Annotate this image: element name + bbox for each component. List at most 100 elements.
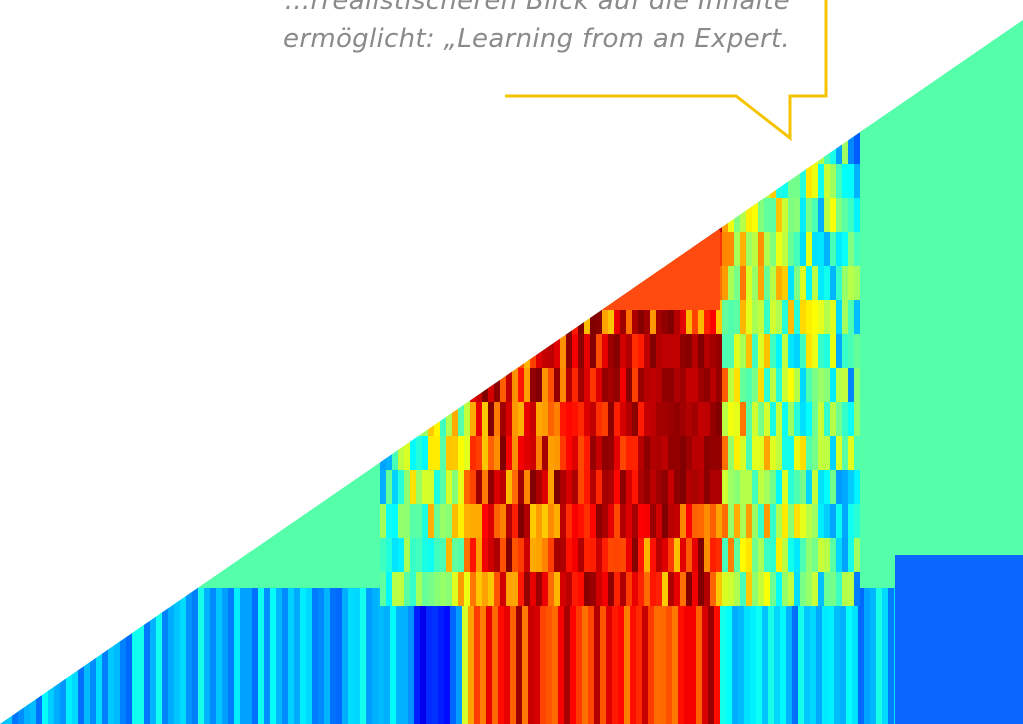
heat-cell	[776, 198, 782, 232]
heat-cell	[602, 470, 608, 504]
heat-cell	[692, 572, 698, 606]
heat-cell	[848, 572, 854, 606]
heat-cell	[560, 334, 566, 368]
heat-cell	[698, 368, 704, 402]
heat-cell	[566, 470, 572, 504]
heat-cell	[708, 588, 714, 724]
heat-cell	[380, 368, 386, 402]
heat-cell	[686, 436, 692, 470]
heat-cell	[482, 368, 488, 402]
heat-cell	[734, 504, 740, 538]
heat-cell	[854, 266, 860, 300]
heat-cell	[386, 470, 392, 504]
heat-cell	[488, 198, 494, 232]
heat-cell	[410, 232, 416, 266]
heat-cell	[404, 164, 410, 198]
heat-cell	[614, 130, 620, 164]
heat-cell	[716, 436, 722, 470]
heat-cell	[614, 572, 620, 606]
heat-cell	[380, 198, 386, 232]
heat-cell	[548, 334, 554, 368]
heat-cell	[734, 538, 740, 572]
heat-cell	[608, 538, 614, 572]
heat-cell	[728, 470, 734, 504]
heat-cell	[788, 470, 794, 504]
heat-cell	[686, 198, 692, 232]
heat-cell	[450, 588, 456, 724]
heat-cell	[770, 198, 776, 232]
heat-cell	[470, 198, 476, 232]
heat-cell	[602, 198, 608, 232]
heat-cell	[548, 504, 554, 538]
heat-cell	[18, 588, 24, 724]
heat-cell	[842, 266, 848, 300]
heat-cell	[824, 198, 830, 232]
heat-cell	[426, 588, 432, 724]
heat-cell	[830, 572, 836, 606]
heat-cell	[782, 198, 788, 232]
heat-cell	[512, 538, 518, 572]
heat-cell	[854, 232, 860, 266]
heat-cell	[458, 334, 464, 368]
heat-cell	[782, 538, 788, 572]
heat-cell	[740, 470, 746, 504]
heat-cell	[560, 198, 566, 232]
heat-cell	[608, 130, 614, 164]
heat-cell	[704, 198, 710, 232]
heat-cell	[818, 572, 824, 606]
heat-cell	[864, 588, 870, 724]
heat-cell	[428, 266, 434, 300]
heat-cell	[566, 300, 572, 334]
heat-cell	[758, 266, 764, 300]
heat-cell	[578, 538, 584, 572]
heat-cell	[662, 368, 668, 402]
heat-cell	[644, 368, 650, 402]
heat-cell	[696, 588, 702, 724]
heat-cell	[422, 300, 428, 334]
heat-cell	[416, 436, 422, 470]
heat-cell	[756, 588, 762, 724]
heat-cell	[644, 470, 650, 504]
heat-cell	[788, 402, 794, 436]
heat-cell	[572, 368, 578, 402]
heat-cell	[774, 588, 780, 724]
heat-cell	[656, 402, 662, 436]
heat-cell	[704, 402, 710, 436]
heat-cell	[794, 164, 800, 198]
heat-cell	[486, 588, 492, 724]
heat-cell	[704, 300, 710, 334]
heat-cell	[716, 334, 722, 368]
heat-cell	[704, 572, 710, 606]
heat-cell	[744, 588, 750, 724]
heat-cell	[72, 588, 78, 724]
heat-cell	[620, 300, 626, 334]
heat-cell	[680, 164, 686, 198]
heat-cell	[680, 368, 686, 402]
heat-cell	[552, 588, 558, 724]
heat-cell	[386, 572, 392, 606]
heat-cell	[518, 334, 524, 368]
heat-cell	[830, 402, 836, 436]
heat-cell	[762, 588, 768, 724]
heat-cell	[848, 436, 854, 470]
heat-cell	[818, 232, 824, 266]
heat-cell	[848, 198, 854, 232]
heat-cell	[704, 470, 710, 504]
heat-cell	[776, 504, 782, 538]
heat-cell	[722, 232, 728, 266]
heat-cell	[626, 436, 632, 470]
heat-cell	[806, 402, 812, 436]
heat-cell	[854, 130, 860, 164]
heat-cell	[506, 436, 512, 470]
heat-cell	[378, 588, 384, 724]
heat-cell	[608, 266, 614, 300]
heat-cell	[584, 402, 590, 436]
heat-cell	[776, 436, 782, 470]
heat-cell	[404, 368, 410, 402]
heat-cell	[276, 588, 282, 724]
heat-cell	[644, 164, 650, 198]
heat-cell	[576, 588, 582, 724]
heat-cell	[764, 504, 770, 538]
heat-cell	[794, 300, 800, 334]
heat-cell	[770, 538, 776, 572]
